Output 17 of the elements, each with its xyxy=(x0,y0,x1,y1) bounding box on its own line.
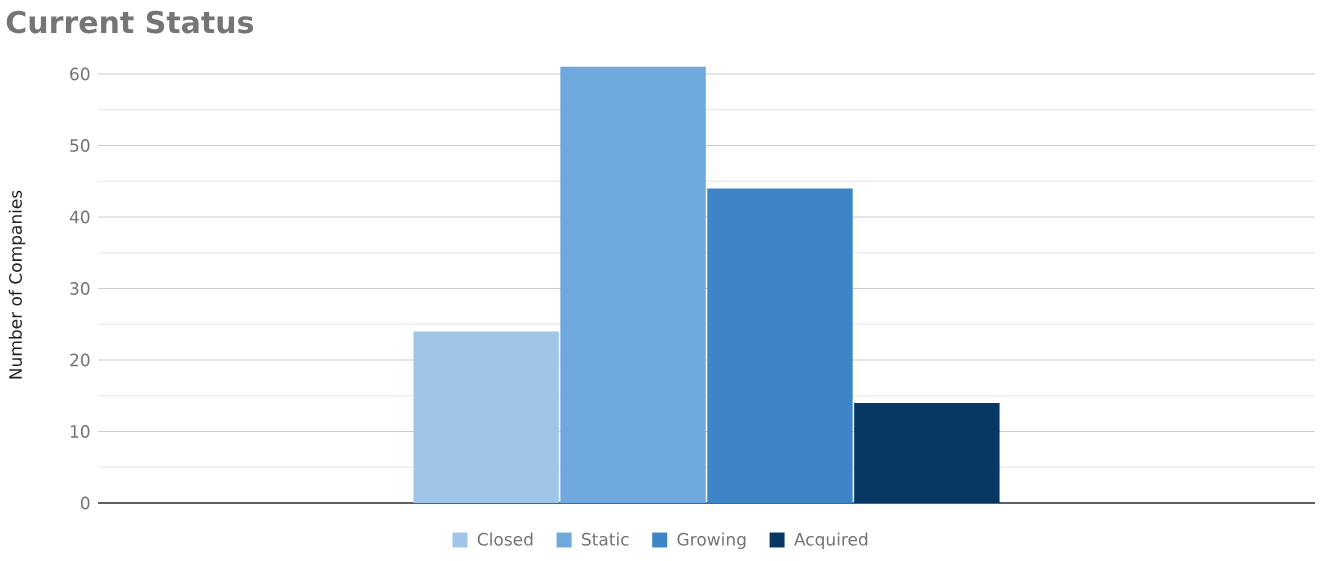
bar xyxy=(854,402,1000,503)
legend-label: Static xyxy=(582,532,629,546)
bar xyxy=(560,66,706,503)
y-tick-label: 30 xyxy=(70,282,90,295)
y-tick-label: 40 xyxy=(69,210,90,224)
y-tick-label: 20 xyxy=(70,353,90,367)
y-axis-title: Number of Companies xyxy=(8,190,26,379)
bar xyxy=(413,331,559,503)
y-tick-label: 60 xyxy=(70,67,90,81)
y-tick-label: 10 xyxy=(70,425,90,438)
bar xyxy=(707,188,853,503)
y-tick-label: 0 xyxy=(80,496,90,510)
legend-label: Acquired xyxy=(794,532,868,549)
legend-label: Growing xyxy=(677,532,746,549)
y-tick-label: 50 xyxy=(70,139,90,152)
legend-label: Closed xyxy=(477,532,533,546)
chart-title: Current Status xyxy=(6,10,254,34)
